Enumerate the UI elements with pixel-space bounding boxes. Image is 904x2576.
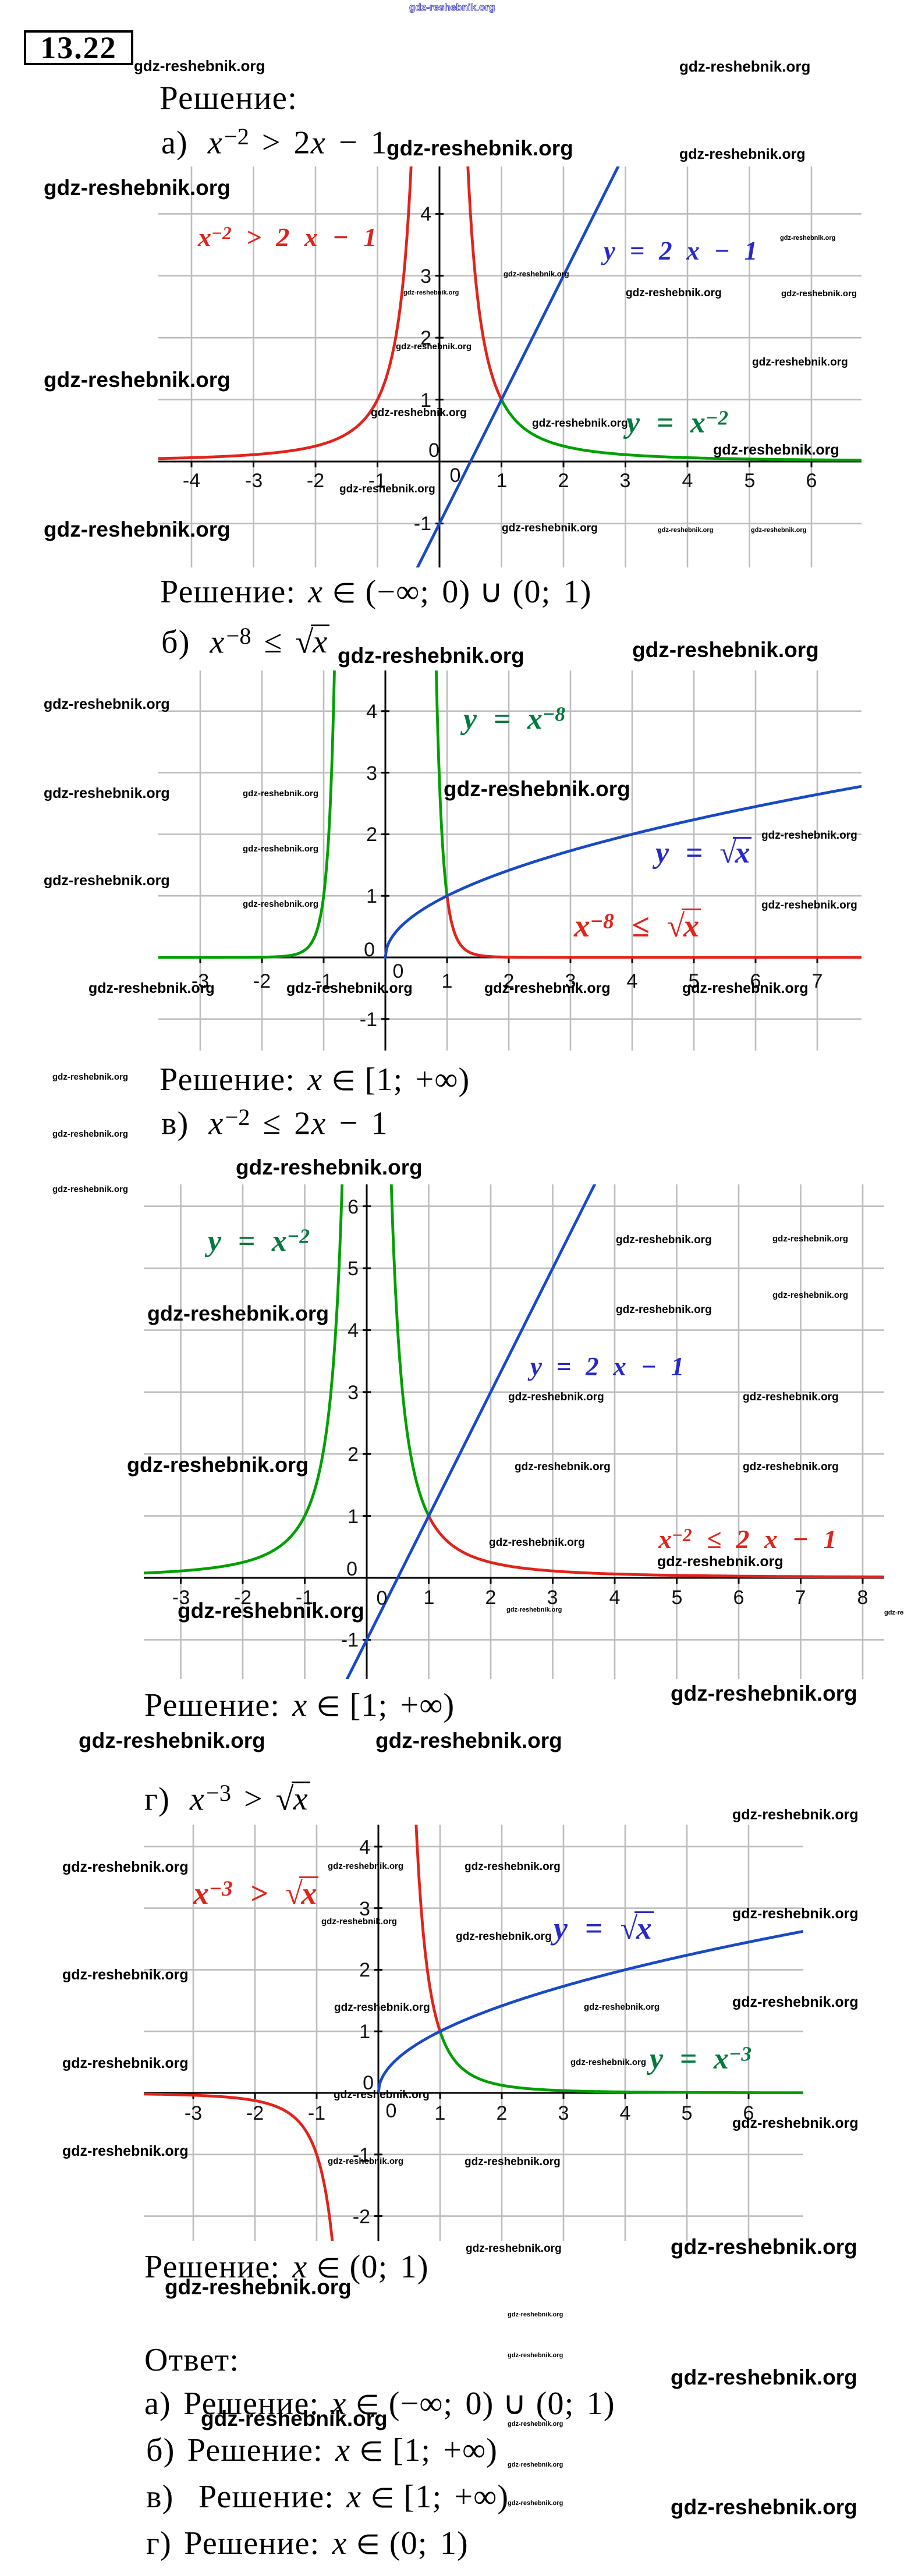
svg-text:6: 6: [806, 470, 817, 492]
svg-text:6: 6: [743, 2102, 754, 2124]
svg-text:-1: -1: [296, 1587, 313, 1609]
svg-text:-1: -1: [360, 1009, 377, 1031]
svg-text:6: 6: [348, 1196, 359, 1218]
svg-text:-2: -2: [246, 2102, 264, 2124]
svg-text:-1: -1: [308, 2102, 325, 2124]
svg-text:5: 5: [689, 970, 700, 992]
svg-text:1: 1: [359, 2021, 370, 2043]
svg-text:1: 1: [424, 1587, 435, 1609]
svg-text:-3: -3: [185, 2102, 202, 2124]
svg-text:2: 2: [504, 970, 515, 992]
svg-text:0: 0: [393, 960, 404, 982]
svg-text:2: 2: [485, 1587, 497, 1609]
svg-text:0: 0: [428, 439, 439, 462]
svg-text:1: 1: [348, 1506, 359, 1528]
svg-text:4: 4: [348, 1319, 359, 1342]
svg-text:3: 3: [547, 1587, 558, 1609]
svg-text:-3: -3: [192, 970, 209, 992]
svg-text:4: 4: [620, 2102, 631, 2124]
svg-text:5: 5: [672, 1587, 683, 1609]
svg-text:3: 3: [565, 970, 576, 992]
svg-text:-1: -1: [353, 2144, 370, 2166]
svg-text:-1: -1: [368, 470, 386, 492]
svg-text:-2: -2: [307, 470, 324, 492]
svg-text:5: 5: [745, 470, 756, 492]
svg-text:1: 1: [366, 885, 377, 907]
svg-text:2: 2: [348, 1443, 359, 1466]
svg-text:-3: -3: [245, 470, 263, 492]
svg-text:7: 7: [812, 970, 823, 992]
svg-text:2: 2: [497, 2102, 508, 2124]
svg-text:0: 0: [386, 2100, 397, 2122]
svg-text:4: 4: [359, 1836, 370, 1858]
svg-text:0: 0: [364, 939, 375, 961]
svg-text:6: 6: [750, 970, 761, 992]
svg-text:1: 1: [497, 470, 508, 492]
svg-text:-1: -1: [414, 513, 431, 535]
svg-text:4: 4: [420, 203, 431, 225]
svg-text:-2: -2: [253, 970, 271, 992]
svg-text:0: 0: [377, 1587, 388, 1609]
svg-text:0: 0: [346, 1558, 357, 1580]
svg-text:3: 3: [620, 470, 631, 492]
svg-text:3: 3: [420, 265, 431, 288]
svg-text:4: 4: [627, 970, 638, 992]
svg-text:2: 2: [366, 824, 377, 846]
svg-text:3: 3: [366, 762, 377, 785]
svg-text:-2: -2: [353, 2206, 370, 2228]
svg-text:3: 3: [558, 2102, 569, 2124]
svg-text:2: 2: [558, 470, 569, 492]
svg-text:1: 1: [435, 2102, 446, 2124]
svg-text:3: 3: [348, 1382, 359, 1404]
svg-text:1: 1: [442, 970, 453, 992]
svg-text:-2: -2: [234, 1587, 251, 1609]
svg-text:3: 3: [359, 1898, 370, 1920]
svg-text:-1: -1: [315, 970, 332, 992]
svg-text:8: 8: [857, 1587, 868, 1609]
svg-text:7: 7: [795, 1587, 806, 1609]
svg-text:2: 2: [359, 1959, 370, 1981]
svg-text:4: 4: [609, 1587, 621, 1609]
svg-text:-1: -1: [341, 1629, 359, 1651]
svg-text:1: 1: [420, 389, 431, 411]
svg-text:-3: -3: [172, 1587, 190, 1609]
svg-text:0: 0: [363, 2072, 374, 2094]
svg-text:5: 5: [348, 1258, 359, 1280]
svg-text:6: 6: [733, 1587, 745, 1609]
svg-text:-4: -4: [183, 470, 200, 492]
svg-text:0: 0: [450, 464, 461, 487]
svg-text:2: 2: [420, 327, 431, 349]
svg-text:4: 4: [682, 470, 693, 492]
svg-text:4: 4: [366, 701, 377, 723]
svg-text:5: 5: [682, 2102, 693, 2124]
